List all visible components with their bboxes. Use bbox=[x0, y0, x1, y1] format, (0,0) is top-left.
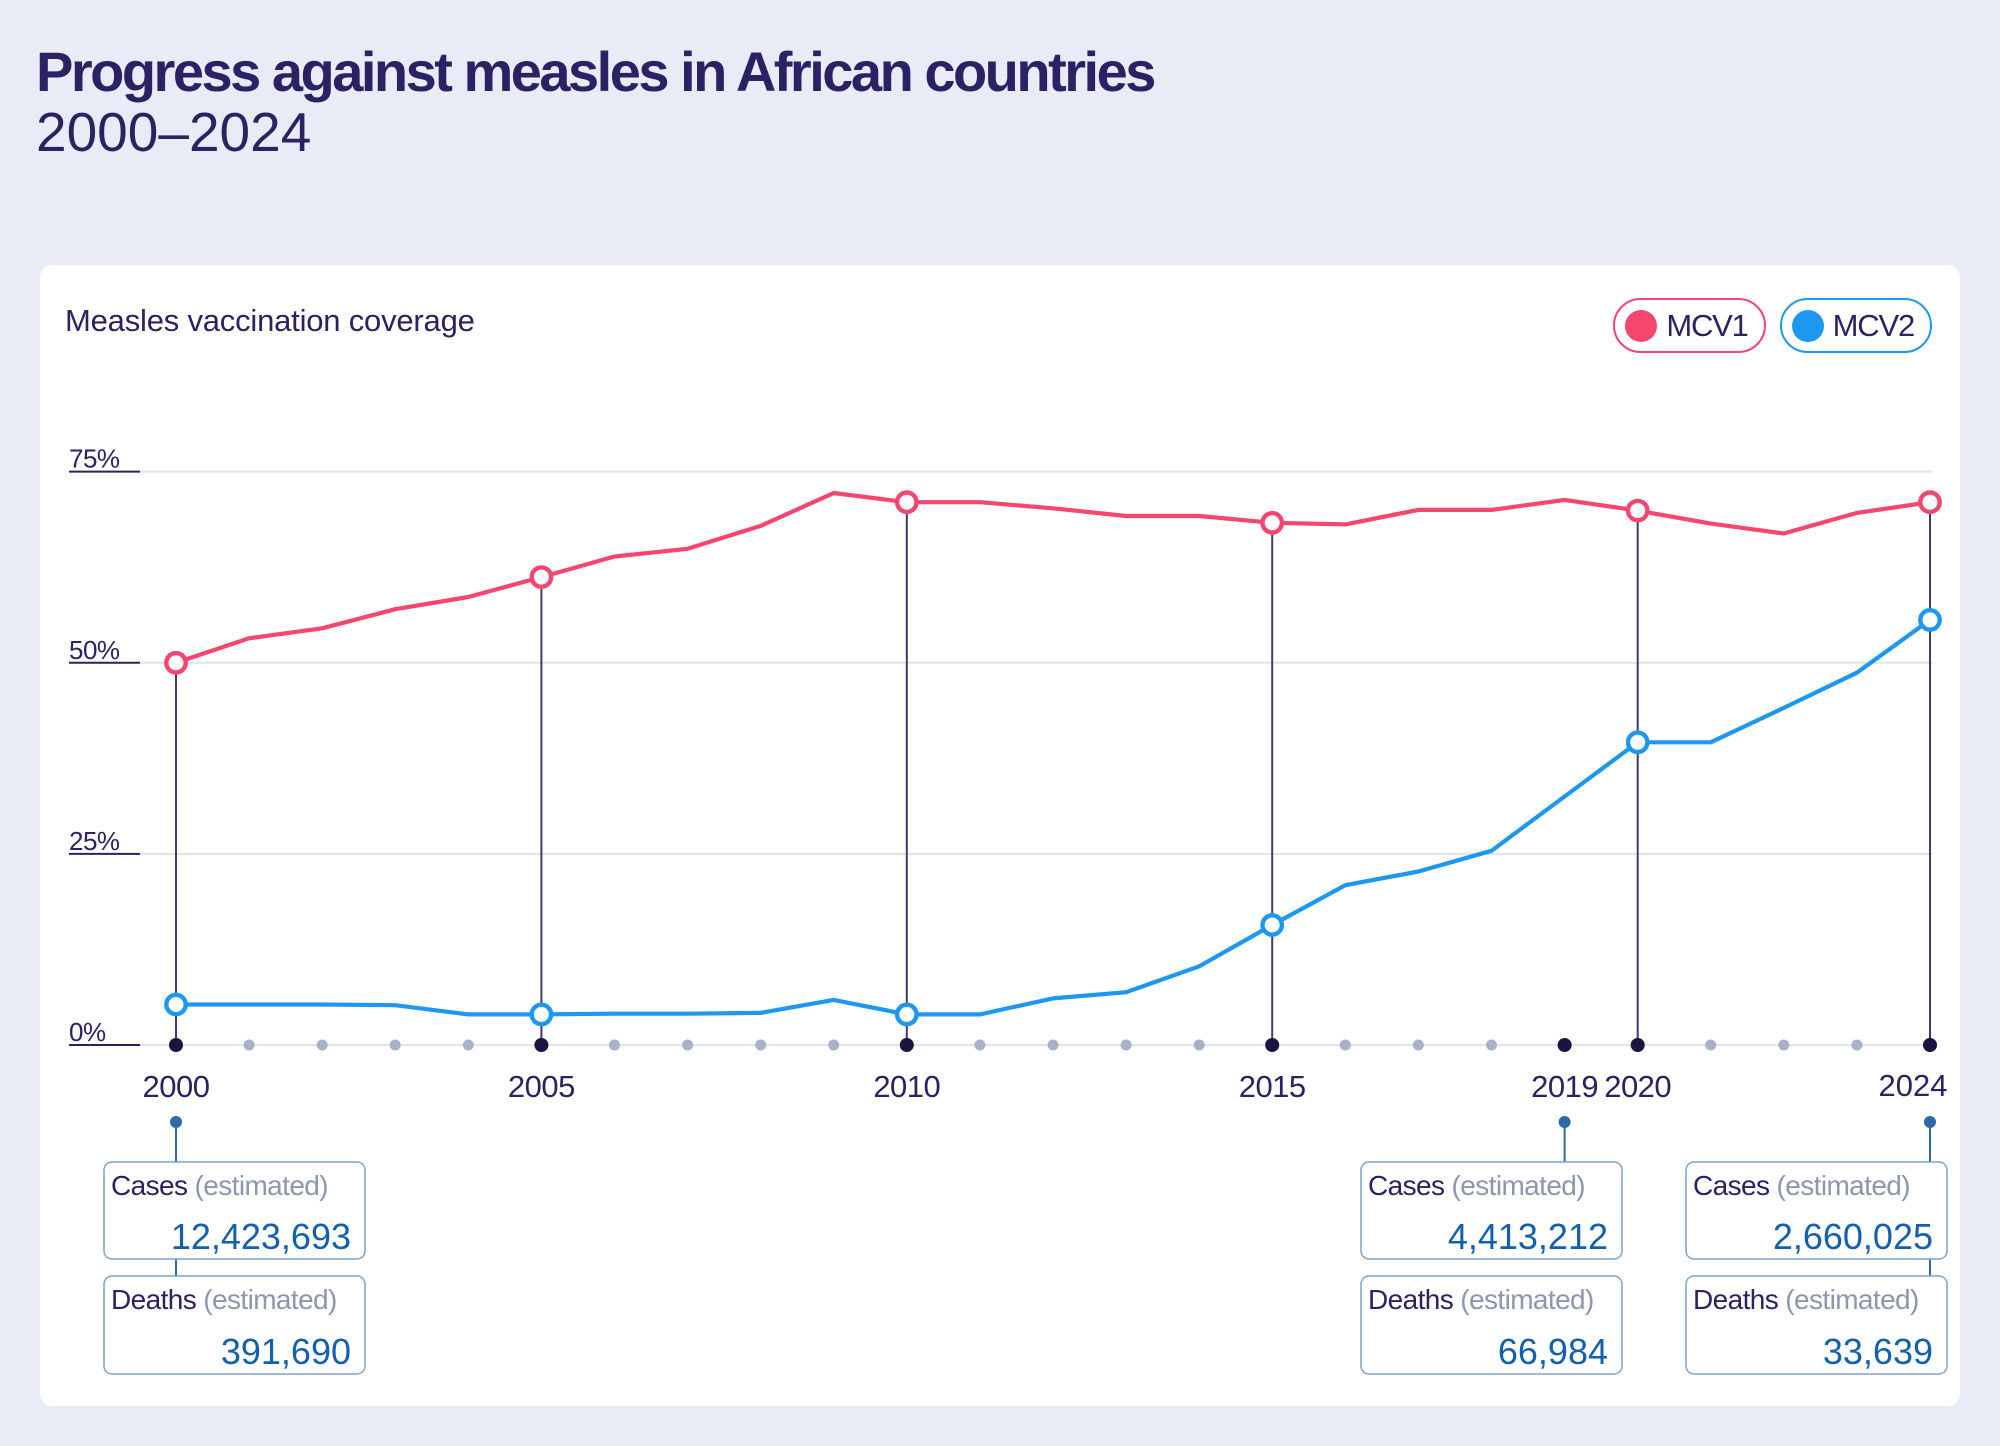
svg-text:2005: 2005 bbox=[508, 1069, 575, 1104]
svg-text:2015: 2015 bbox=[1239, 1069, 1306, 1104]
svg-text:2010: 2010 bbox=[873, 1069, 940, 1104]
svg-text:0%: 0% bbox=[69, 1017, 106, 1047]
svg-text:2000: 2000 bbox=[143, 1069, 210, 1104]
svg-text:Deaths (estimated): Deaths (estimated) bbox=[1368, 1284, 1594, 1315]
svg-text:2019: 2019 bbox=[1531, 1069, 1598, 1104]
svg-text:12,423,693: 12,423,693 bbox=[171, 1216, 351, 1257]
svg-text:4,413,212: 4,413,212 bbox=[1448, 1216, 1608, 1257]
svg-text:Deaths (estimated): Deaths (estimated) bbox=[111, 1284, 337, 1315]
svg-text:25%: 25% bbox=[69, 826, 120, 856]
svg-text:2,660,025: 2,660,025 bbox=[1773, 1216, 1933, 1257]
svg-text:Cases (estimated): Cases (estimated) bbox=[111, 1170, 328, 1201]
svg-text:66,984: 66,984 bbox=[1498, 1331, 1608, 1372]
svg-text:Cases (estimated): Cases (estimated) bbox=[1693, 1170, 1910, 1201]
svg-text:75%: 75% bbox=[69, 444, 120, 474]
svg-text:Deaths (estimated): Deaths (estimated) bbox=[1693, 1284, 1919, 1315]
svg-text:2020: 2020 bbox=[1604, 1069, 1671, 1104]
svg-text:391,690: 391,690 bbox=[221, 1331, 351, 1372]
svg-text:50%: 50% bbox=[69, 635, 120, 665]
svg-text:2024: 2024 bbox=[1879, 1068, 1948, 1103]
svg-text:Cases (estimated): Cases (estimated) bbox=[1368, 1170, 1585, 1201]
svg-text:33,639: 33,639 bbox=[1823, 1331, 1933, 1372]
